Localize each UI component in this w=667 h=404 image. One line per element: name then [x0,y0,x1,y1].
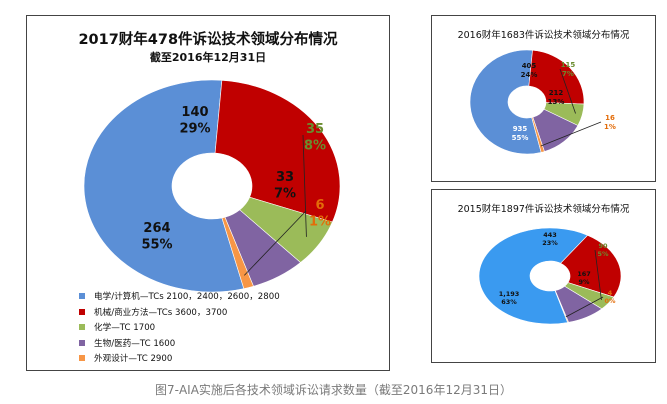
main-value-label-design: 6 [315,198,324,213]
fy2015-leader-line-design [565,296,604,318]
legend-swatch-mechanical [79,308,85,315]
fy2015-value-label-chemical: 90 [598,242,608,250]
main-percent-label-design: 1% [309,214,331,229]
main-slice-electrical [83,79,245,293]
fy2015-percent-label-design: 0% [604,297,616,305]
fy2016-percent-label-mechanical: 24% [521,71,538,79]
main-value-label-chemical: 35 [306,122,324,137]
main-leader-line-chemical [302,134,307,237]
legend-item-design: 外观设计—TC 2900 [79,351,379,365]
main-value-label-electrical: 264 [143,221,170,236]
main-value-label-mechanical: 140 [181,105,208,120]
fy2016-slice-mechanical [528,49,585,105]
fy2016-percent-label-design: 1% [604,123,616,131]
fy2016-slice-electrical [469,49,542,155]
main-percent-label-chemical: 8% [304,138,326,153]
legend-label-biotech: 生物/医药—TC 1600 [94,338,176,349]
legend-swatch-design [79,355,85,362]
legend-label-chemical: 化学—TC 1700 [94,323,156,334]
chart-title-2017: 2017财年478件诉讼技术领域分布情况 [78,32,338,48]
fy2016-leader-line-design [540,121,602,147]
fy2016-percent-label-chemical: 7% [562,70,574,78]
figure-caption: 图7-AIA实施后各技术领域诉讼请求数量（截至2016年12月31日） [154,383,512,397]
main-leader-line-design [244,210,307,276]
legend-item-chemical: 化学—TC 1700 [79,320,379,334]
chart-title-2016: 2016财年1683件诉讼技术领域分布情况 [457,30,630,41]
fy2016-percent-label-biotech: 13% [548,98,565,106]
fy2016-percent-label-electrical: 55% [512,134,529,142]
fy2016-value-label-electrical: 935 [513,125,528,133]
legend-swatch-electrical [79,293,85,299]
legend-item-biotech: 生物/医药—TC 1600 [79,336,379,350]
chart-subtitle-2017: 截至2016年12月31日 [149,51,267,64]
chart-panel-2016: 2016财年1683件诉讼技术领域分布情况 935 55% 405 24% 115 7% 2… [431,15,656,182]
fy2016-value-label-mechanical: 405 [522,62,537,70]
fy2016-value-label-biotech: 212 [549,89,564,97]
fy2015-value-label-mechanical: 443 [543,231,557,239]
fy2015-slice-electrical [478,227,589,325]
fy2015-slice-design [554,290,569,323]
main-percent-label-mechanical: 29% [179,121,210,136]
main-slice-mechanical [214,79,341,223]
fy2015-percent-label-chemical: 5% [597,250,609,258]
legend-label-electrical: 电学/计算机—TCs 2100，2400，2600，2800 [94,292,280,302]
fy2015-value-label-electrical: 1,193 [499,290,520,298]
fy2015-value-label-biotech: 167 [577,270,591,278]
main-slice-design [221,216,254,290]
fy2015-percent-label-biotech: 9% [578,278,590,286]
fy2015-slice-mechanical [560,234,622,298]
main-percent-label-electrical: 55% [141,237,172,252]
legend-label-design: 外观设计—TC 2900 [94,354,173,365]
fy2015-leader-line-chemical [594,249,602,301]
legend-label-mechanical: 机械/商业方法—TCs 3600，3700 [94,307,228,318]
main-value-label-biotech: 33 [276,170,294,185]
fy2016-leader-line-chemical [559,68,576,114]
legend-swatch-chemical [79,324,85,331]
chart-panel-2017: 2017财年478件诉讼技术领域分布情况 截至2016年12月31日 264 55… [26,15,390,371]
fy2016-value-label-chemical: 115 [561,61,576,69]
fy2015-percent-label-mechanical: 23% [542,239,558,247]
chart-legend: 电学/计算机—TCs 2100，2400，2600，2800 机械/商业方法—T… [79,289,379,367]
chart-title-2015: 2015财年1897件诉讼技术领域分布情况 [457,204,630,215]
fy2016-slice-design [531,116,545,153]
legend-swatch-biotech [79,339,85,346]
fy2015-value-label-design: 4 [608,289,613,297]
fy2016-value-label-design: 16 [605,114,615,122]
main-percent-label-biotech: 7% [274,186,296,201]
fy2015-percent-label-electrical: 63% [501,298,517,306]
chart-panel-2015: 2015财年1897件诉讼技术领域分布情况 1,193 63% 443 23% 90 5%… [431,189,656,363]
legend-item-mechanical: 机械/商业方法—TCs 3600，3700 [79,305,379,319]
legend-item-electrical: 电学/计算机—TCs 2100，2400，2600，2800 [79,289,379,303]
